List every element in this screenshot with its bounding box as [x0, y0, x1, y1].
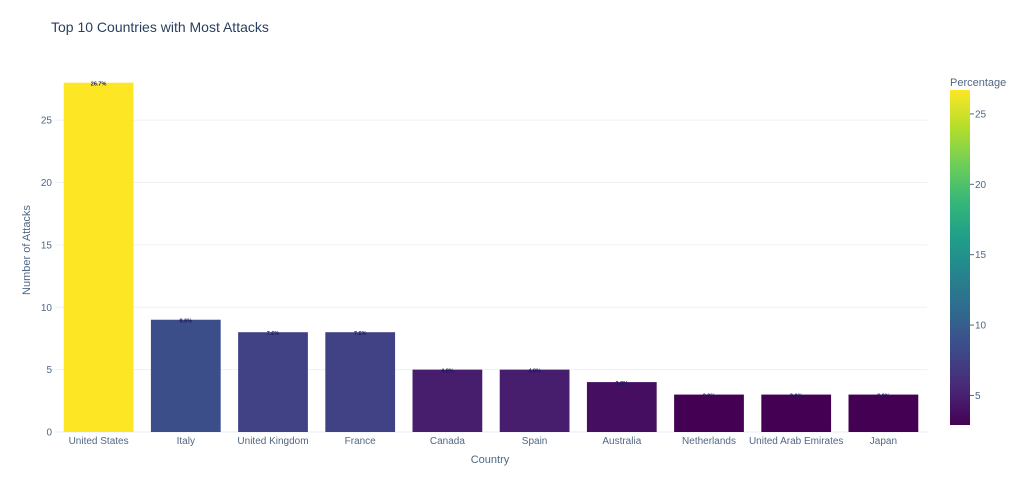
bar-labels: 26.7% 8.6% 7.6% 7.6% 4.8% 4.8% 3.8% 2.9% 2.9% 2.9…	[91, 82, 890, 400]
colorbar	[950, 90, 970, 425]
x-tick-label: Spain	[522, 436, 548, 447]
y-axis-title: Number of Attacks	[21, 205, 33, 295]
bar-value-label: 8.6%	[180, 319, 193, 325]
x-tick-label: United Arab Emirates	[749, 436, 844, 447]
bar-value-label: 7.6%	[354, 331, 367, 337]
colorbar-tick-label: 15	[975, 250, 987, 261]
x-tick-label: Italy	[177, 436, 195, 447]
bar	[63, 82, 134, 433]
bar	[674, 394, 744, 432]
y-axis-ticks: 0 5 10 15 20 25	[41, 116, 53, 439]
bar	[761, 394, 832, 432]
y-tick-label: 15	[41, 240, 53, 251]
bar	[238, 332, 308, 432]
y-tick-label: 20	[41, 178, 53, 189]
y-tick-label: 0	[46, 428, 52, 439]
bar	[412, 369, 483, 432]
bar-value-label: 2.9%	[877, 394, 890, 400]
bar-value-label: 3.8%	[616, 381, 629, 387]
x-tick-label: United Kingdom	[237, 436, 308, 447]
x-tick-label: Japan	[870, 436, 897, 447]
colorbar-title: Percentage	[950, 77, 1006, 89]
colorbar-tick-label: 20	[975, 180, 987, 191]
bar-value-label: 7.6%	[267, 331, 280, 337]
colorbar-ticks: 5 10 15 20 25	[970, 109, 987, 402]
y-tick-label: 10	[41, 303, 53, 314]
colorbar-tick-label: 25	[975, 109, 987, 120]
y-tick-label: 25	[41, 116, 53, 127]
x-tick-label: Australia	[602, 436, 641, 447]
x-tick-label: Canada	[430, 436, 465, 447]
x-tick-label: Netherlands	[682, 436, 736, 447]
x-axis-ticks: United States Italy United Kingdom France Ca…	[69, 436, 897, 447]
bar-value-label: 2.9%	[703, 394, 716, 400]
y-tick-label: 5	[46, 365, 52, 376]
bar	[499, 369, 570, 432]
bar-value-label: 2.9%	[790, 394, 803, 400]
bar-value-label: 4.8%	[528, 369, 541, 375]
bar	[325, 332, 396, 432]
bar-value-label: 26.7%	[91, 82, 107, 88]
bar	[150, 319, 221, 432]
bar	[848, 394, 919, 432]
x-tick-label: United States	[69, 436, 129, 447]
colorbar-tick-label: 10	[975, 321, 987, 332]
colorbar-tick-label: 5	[975, 391, 981, 402]
bar	[586, 382, 657, 432]
chart-title: Top 10 Countries with Most Attacks	[51, 19, 269, 35]
x-tick-label: France	[345, 436, 377, 447]
bar-value-label: 4.8%	[441, 369, 454, 375]
x-axis-title: Country	[471, 454, 510, 466]
bars	[63, 82, 919, 433]
